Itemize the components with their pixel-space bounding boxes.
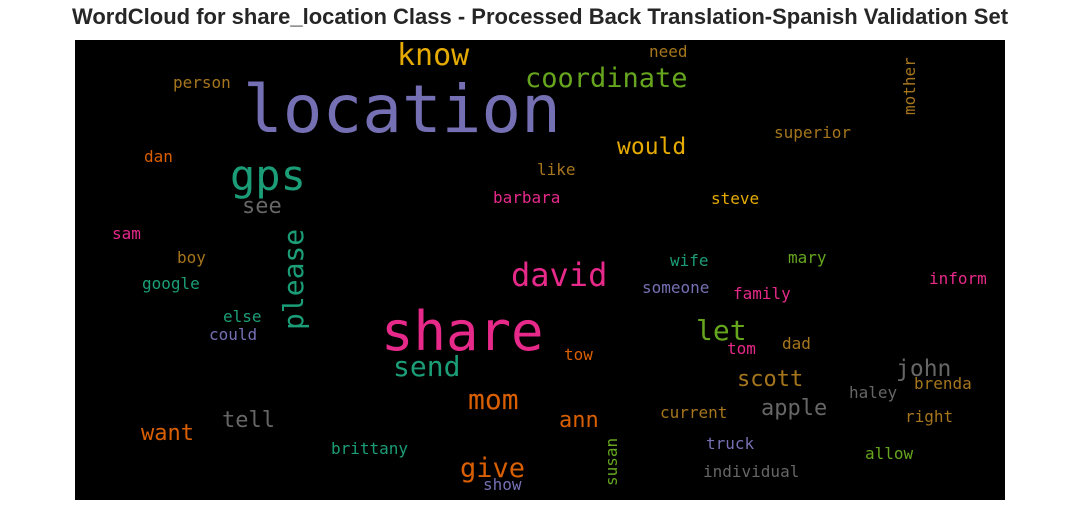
word-david: david: [511, 256, 607, 294]
word-person: person: [173, 73, 231, 92]
word-scott: scott: [737, 367, 803, 392]
word-inform: inform: [929, 269, 987, 288]
word-ann: ann: [559, 408, 599, 433]
word-dan: dan: [144, 147, 173, 166]
word-john: john: [896, 356, 951, 382]
word-would: would: [617, 134, 686, 160]
word-mary: mary: [788, 248, 827, 267]
word-gps: gps: [230, 151, 306, 200]
wordcloud-svg: location share gps know coordinate david pleas…: [75, 40, 1005, 500]
word-steve: steve: [711, 189, 759, 208]
word-dad: dad: [782, 334, 811, 353]
word-tom: tom: [727, 339, 756, 358]
word-barbara: barbara: [493, 188, 560, 207]
word-else: else: [223, 307, 262, 326]
word-want: want: [141, 421, 194, 446]
word-truck: truck: [706, 434, 755, 453]
word-need: need: [649, 42, 688, 61]
word-family: family: [733, 284, 791, 303]
word-google: google: [142, 274, 200, 293]
word-send: send: [393, 350, 460, 383]
word-share: share: [381, 300, 544, 363]
chart-title: WordCloud for share_location Class - Pro…: [71, 4, 1009, 29]
word-coordinate: coordinate: [525, 63, 688, 94]
word-sam: sam: [112, 224, 141, 243]
word-haley: haley: [849, 383, 898, 402]
word-someone: someone: [642, 278, 709, 297]
word-like: like: [537, 160, 576, 179]
word-give: give: [460, 453, 525, 484]
word-brenda: brenda: [914, 374, 972, 393]
word-boy: boy: [177, 248, 206, 267]
wordcloud-background: [75, 40, 1005, 500]
wordcloud-canvas: location share gps know coordinate david pleas…: [75, 40, 1005, 500]
word-see: see: [242, 194, 282, 219]
word-mother: mother: [900, 57, 919, 115]
word-tell: tell: [222, 408, 275, 433]
word-individual: individual: [703, 462, 799, 481]
word-allow: allow: [865, 444, 914, 463]
word-tow: tow: [564, 345, 593, 364]
word-location: location: [243, 71, 561, 148]
word-apple: apple: [761, 396, 827, 421]
word-show: show: [483, 475, 522, 494]
word-mom: mom: [468, 383, 519, 416]
word-could: could: [209, 325, 257, 344]
word-wife: wife: [670, 251, 709, 270]
word-brittany: brittany: [331, 439, 408, 458]
word-current: current: [660, 403, 727, 422]
word-superior: superior: [774, 123, 851, 142]
word-let: let: [696, 314, 747, 347]
word-please: please: [277, 229, 310, 330]
word-know: know: [397, 40, 470, 73]
word-right: right: [905, 407, 953, 426]
word-susan: susan: [602, 438, 621, 486]
